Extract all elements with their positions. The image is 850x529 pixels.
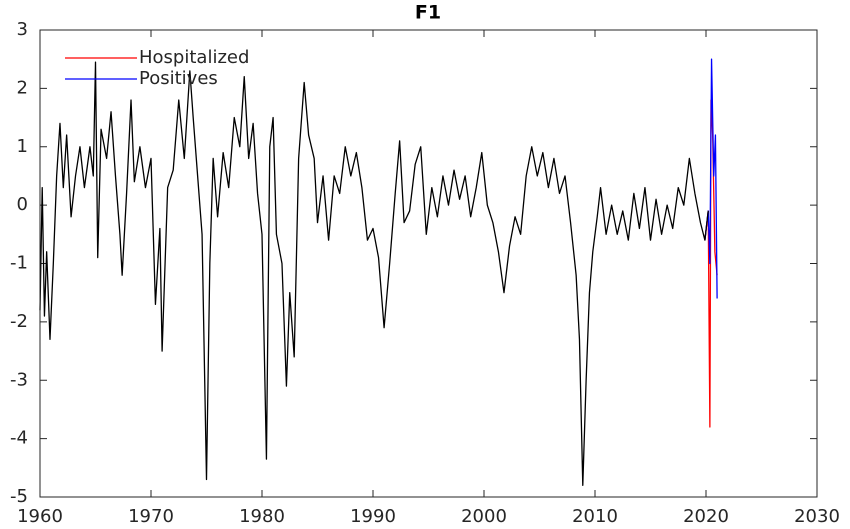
legend-label: Positives <box>139 68 218 89</box>
y-tick-label: -3 <box>10 369 28 390</box>
x-tick-label: 1990 <box>350 506 396 527</box>
x-tick-label: 2010 <box>572 506 618 527</box>
y-tick-label: 1 <box>17 136 28 157</box>
y-tick-label: -1 <box>10 253 28 274</box>
series-line <box>39 61 709 486</box>
y-tick-label: 2 <box>17 77 28 98</box>
y-tick-label: -4 <box>10 428 28 449</box>
x-tick-label: 1970 <box>128 506 174 527</box>
legend-label: Hospitalized <box>139 47 249 68</box>
y-tick-label: 0 <box>17 194 28 215</box>
x-tick-label: 2030 <box>794 506 840 527</box>
plot-area <box>40 30 817 497</box>
y-tick-label: -5 <box>10 486 28 507</box>
x-tick-label: 2020 <box>683 506 729 527</box>
x-tick-label: 2000 <box>461 506 507 527</box>
axes-box <box>39 29 818 498</box>
y-tick-label: 3 <box>17 19 28 40</box>
chart-title: F1 <box>415 2 441 24</box>
x-tick-label: 1980 <box>239 506 285 527</box>
x-tick-label: 1960 <box>17 506 63 527</box>
y-tick-label: -2 <box>10 311 28 332</box>
